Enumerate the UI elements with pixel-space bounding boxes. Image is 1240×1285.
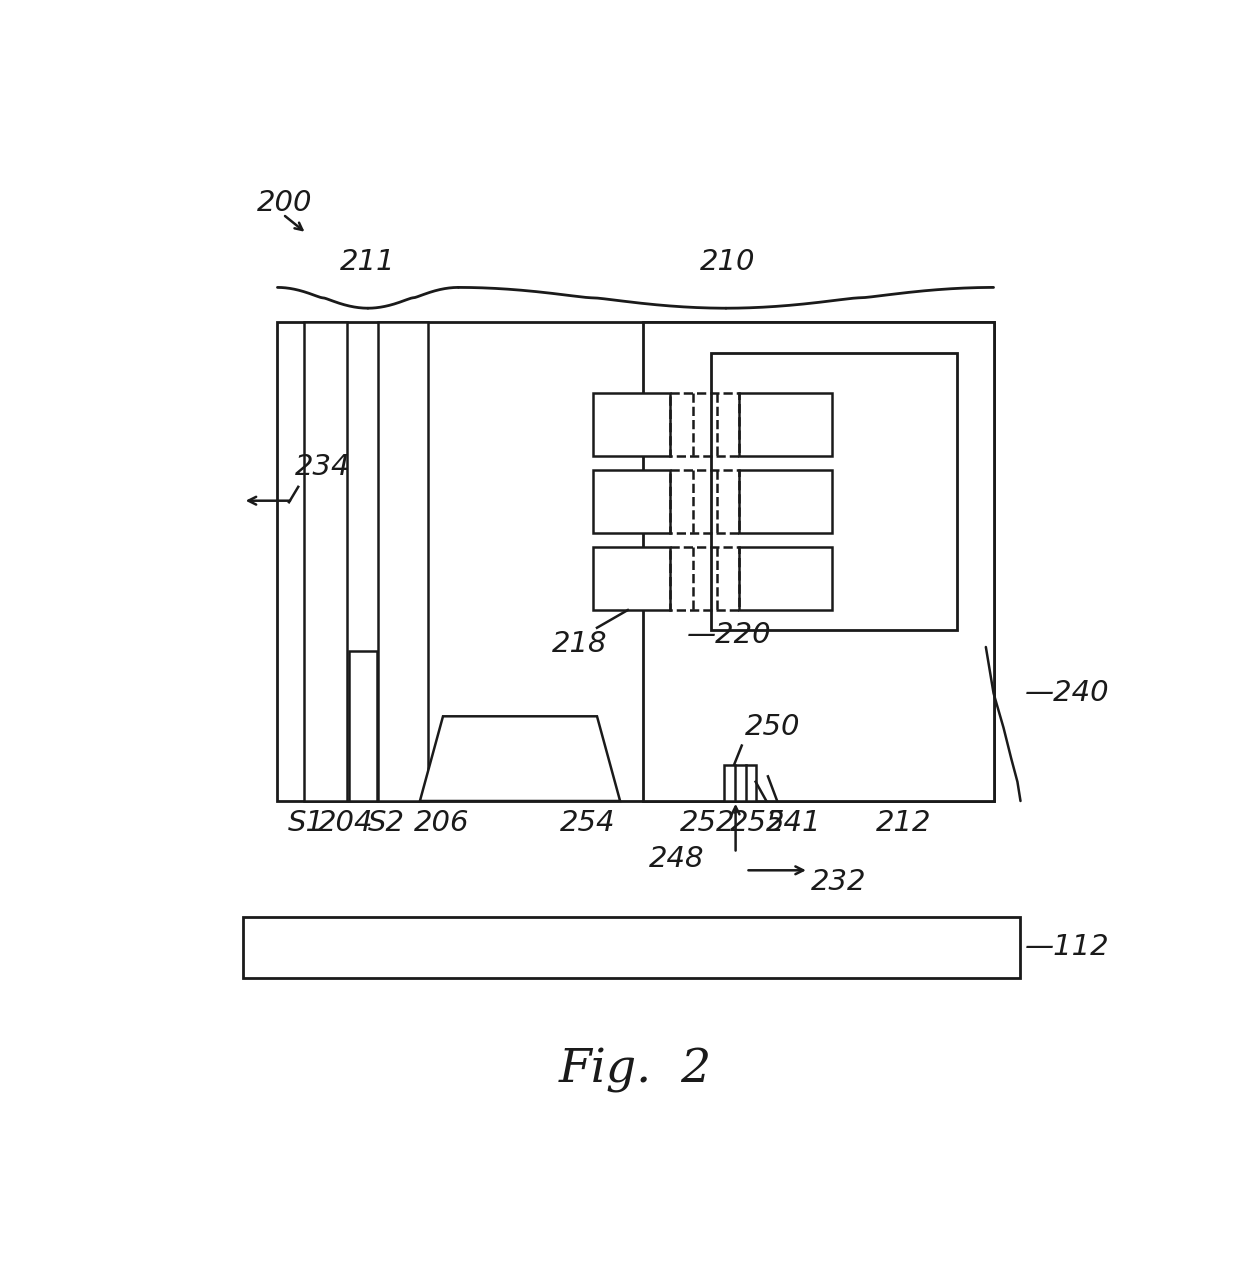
Text: S1: S1 — [288, 808, 325, 837]
Text: —112: —112 — [1024, 933, 1109, 961]
Text: 232: 232 — [811, 867, 867, 896]
Bar — [711, 353, 957, 630]
Bar — [644, 323, 993, 801]
Text: 252: 252 — [680, 808, 735, 837]
Text: 204: 204 — [319, 808, 373, 837]
Text: 210: 210 — [701, 248, 755, 276]
Text: 250: 250 — [745, 713, 800, 741]
Bar — [593, 393, 670, 456]
Text: 206: 206 — [414, 808, 469, 837]
Text: —220: —220 — [686, 622, 771, 649]
Bar — [739, 547, 832, 610]
Bar — [739, 393, 832, 456]
Bar — [724, 765, 756, 801]
Bar — [377, 323, 428, 801]
Text: S2: S2 — [368, 808, 405, 837]
Text: 234: 234 — [295, 454, 351, 482]
Text: 211: 211 — [340, 248, 396, 276]
Polygon shape — [420, 716, 620, 801]
Text: 200: 200 — [257, 189, 312, 217]
Text: —240: —240 — [1024, 680, 1109, 707]
Text: 248: 248 — [650, 844, 704, 873]
Text: 255: 255 — [730, 808, 786, 837]
Bar — [350, 650, 377, 801]
Bar — [593, 470, 670, 533]
Text: 212: 212 — [875, 808, 931, 837]
Text: 241: 241 — [765, 808, 821, 837]
Bar — [304, 323, 347, 801]
Bar — [670, 547, 739, 610]
Bar — [243, 916, 1021, 978]
Text: Fig.  2: Fig. 2 — [559, 1047, 712, 1094]
Bar — [670, 393, 739, 456]
Text: 218: 218 — [552, 630, 608, 658]
Bar — [739, 470, 832, 533]
Bar — [670, 470, 739, 533]
Bar — [593, 547, 670, 610]
Bar — [278, 323, 993, 801]
Text: 254: 254 — [560, 808, 615, 837]
